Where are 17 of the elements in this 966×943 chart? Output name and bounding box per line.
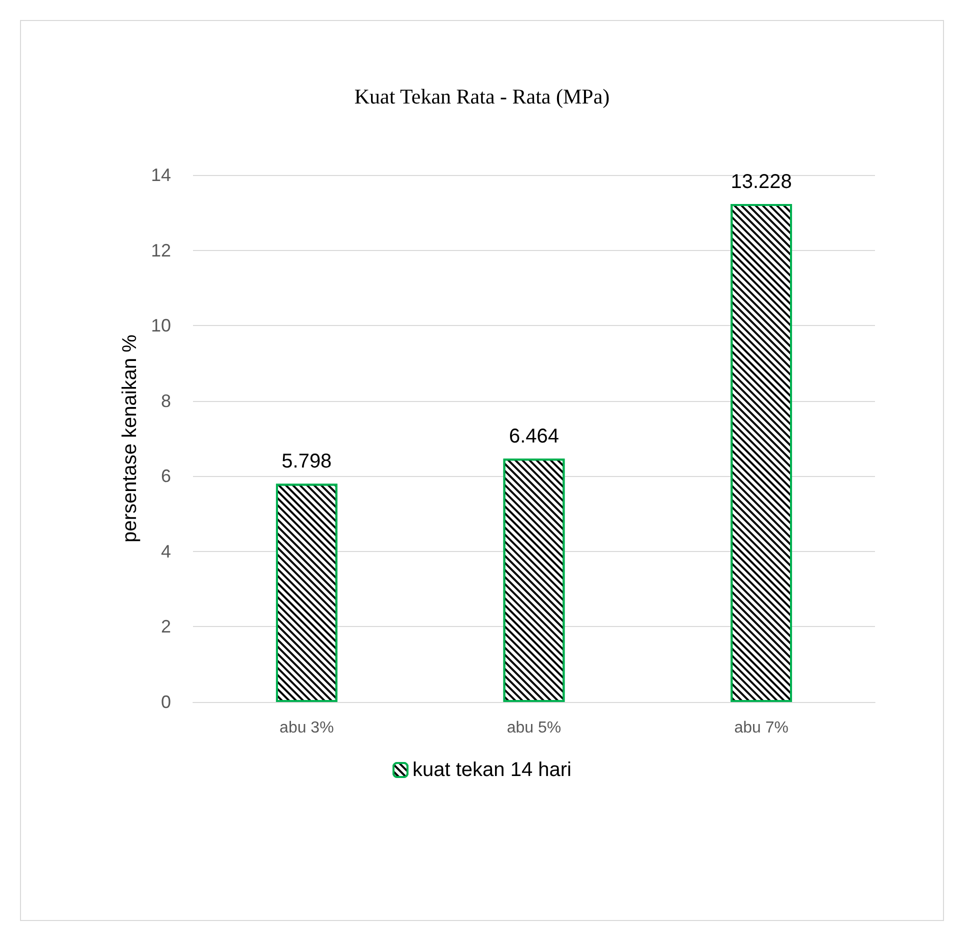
y-tick-label: 10 (150, 316, 171, 336)
y-tick-label: 6 (160, 466, 171, 486)
x-tick-label: abu 7% (734, 720, 788, 736)
y-tick-label: 14 (150, 165, 171, 185)
y-axis-title: persentase kenaikan % (119, 334, 142, 542)
y-tick-label: 12 (150, 240, 171, 260)
data-label: 6.464 (508, 426, 560, 448)
x-tick-label: abu 3% (280, 720, 334, 736)
chart-title: Kuat Tekan Rata - Rata (MPa) (354, 84, 610, 108)
data-label: 13.228 (730, 171, 792, 194)
y-tick-label: 2 (160, 616, 171, 637)
y-tick-label: 8 (160, 390, 171, 411)
legend-label: kuat tekan 14 hari (412, 759, 572, 781)
y-tick-label: 0 (160, 692, 171, 712)
data-label: 5.798 (282, 450, 332, 473)
y-tick-label: 4 (160, 541, 171, 562)
x-tick-label: abu 5% (506, 720, 562, 736)
